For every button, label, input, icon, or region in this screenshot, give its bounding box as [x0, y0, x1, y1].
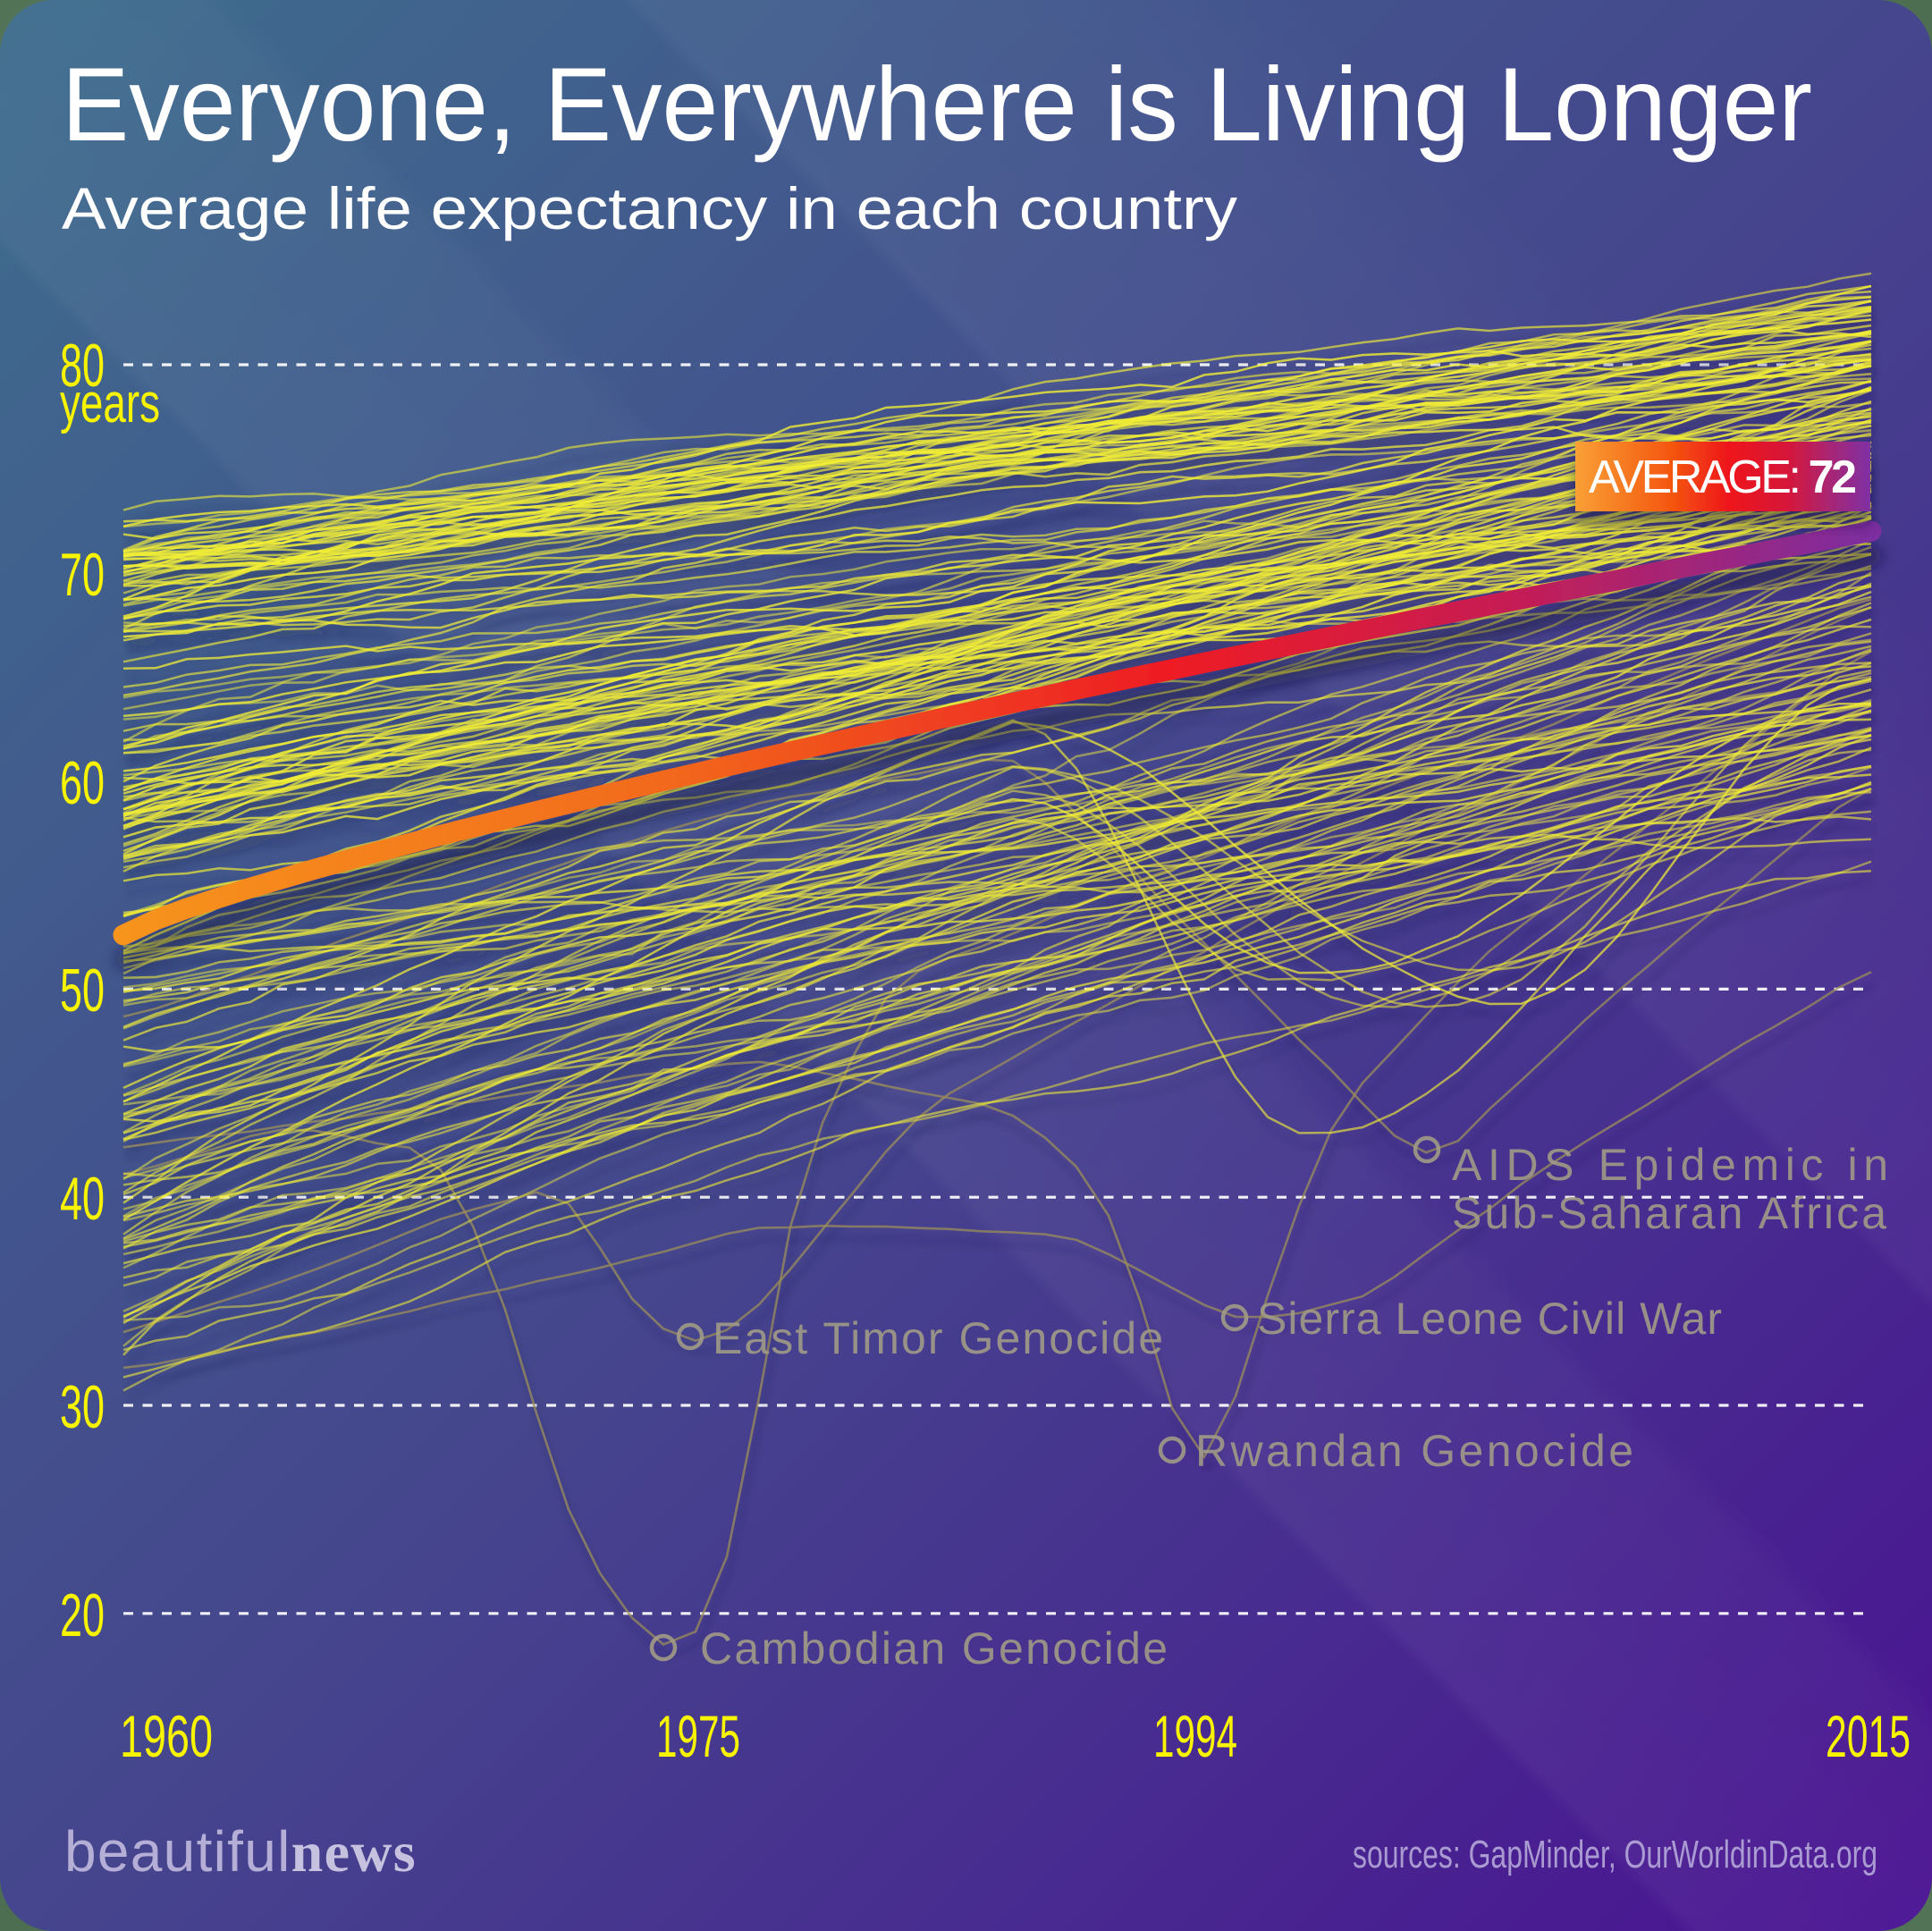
svg-text:Everyone, Everywhere is Living: Everyone, Everywhere is Living Longer [62, 46, 1812, 163]
svg-text:Cambodian Genocide: Cambodian Genocide [700, 1623, 1168, 1674]
svg-text:AIDS Epidemic in: AIDS Epidemic in [1452, 1140, 1888, 1190]
svg-text:30: 30 [60, 1373, 105, 1441]
svg-text:1994: 1994 [1153, 1703, 1237, 1769]
svg-text:Sierra Leone Civil War: Sierra Leone Civil War [1257, 1294, 1722, 1344]
svg-text:East Timor Genocide: East Timor Genocide [713, 1313, 1163, 1363]
svg-text:40: 40 [60, 1165, 105, 1233]
svg-text:60: 60 [60, 749, 105, 817]
svg-text:2015: 2015 [1826, 1703, 1911, 1769]
svg-text:Average life expectancy in eac: Average life expectancy in each country [62, 175, 1237, 241]
svg-text:years: years [60, 373, 160, 434]
svg-text:Rwandan Genocide: Rwandan Genocide [1195, 1426, 1633, 1476]
svg-text:1960: 1960 [120, 1703, 213, 1769]
svg-text:Sub-Saharan Africa: Sub-Saharan Africa [1452, 1188, 1886, 1238]
svg-text:sources: GapMinder, OurWorldin: sources: GapMinder, OurWorldinData.org [1353, 1833, 1877, 1876]
svg-text:80: 80 [60, 332, 105, 400]
svg-text:50: 50 [60, 957, 105, 1025]
svg-text:20: 20 [60, 1581, 105, 1649]
svg-text:beautifulnews: beautifulnews [64, 1819, 417, 1884]
svg-text:1975: 1975 [656, 1703, 740, 1769]
svg-text:AVERAGE: 72: AVERAGE: 72 [1589, 451, 1857, 503]
svg-text:70: 70 [60, 541, 105, 609]
